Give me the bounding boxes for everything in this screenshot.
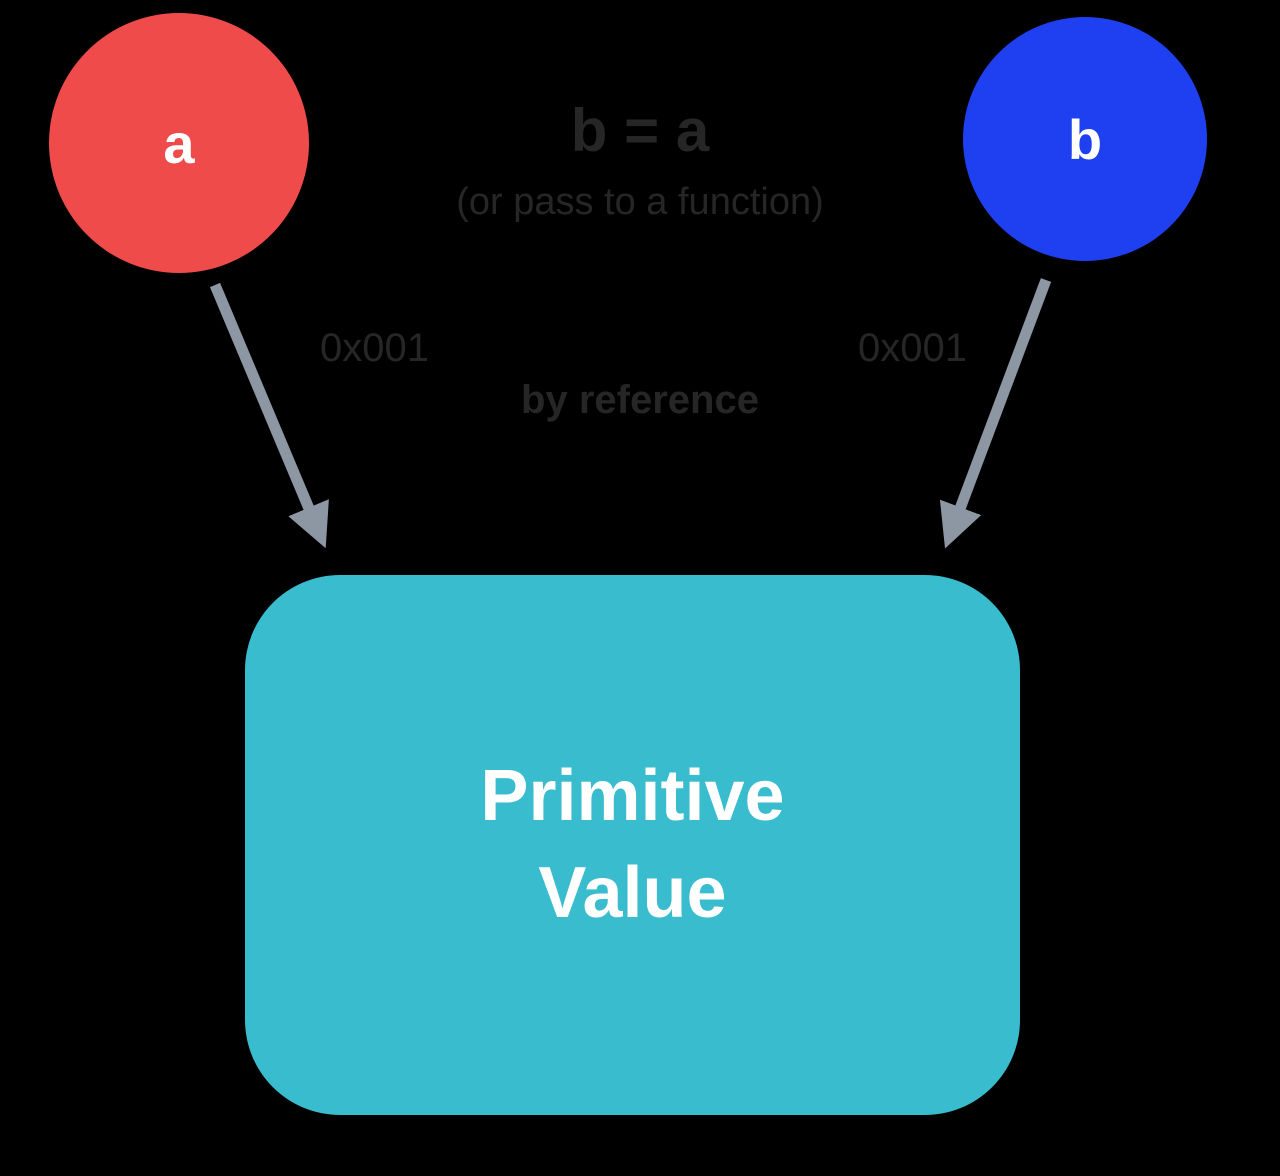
arrow-right	[952, 280, 1046, 530]
variable-b-circle: b	[963, 17, 1207, 261]
variable-a-circle: a	[49, 13, 309, 273]
by-reference-label: by reference	[340, 378, 940, 423]
primitive-value-line2: Value	[480, 845, 784, 942]
primitive-value-line1: Primitive	[480, 748, 784, 845]
primitive-value-box: Primitive Value	[245, 575, 1020, 1115]
address-left-label: 0x001	[320, 326, 429, 371]
primitive-value-text: Primitive Value	[480, 748, 784, 942]
address-right-label: 0x001	[858, 326, 967, 371]
assignment-title: b = a	[340, 96, 940, 165]
variable-a-label: a	[163, 111, 194, 176]
assignment-subtitle: (or pass to a function)	[340, 181, 940, 224]
arrow-left	[215, 285, 318, 530]
variable-b-label: b	[1068, 107, 1102, 172]
